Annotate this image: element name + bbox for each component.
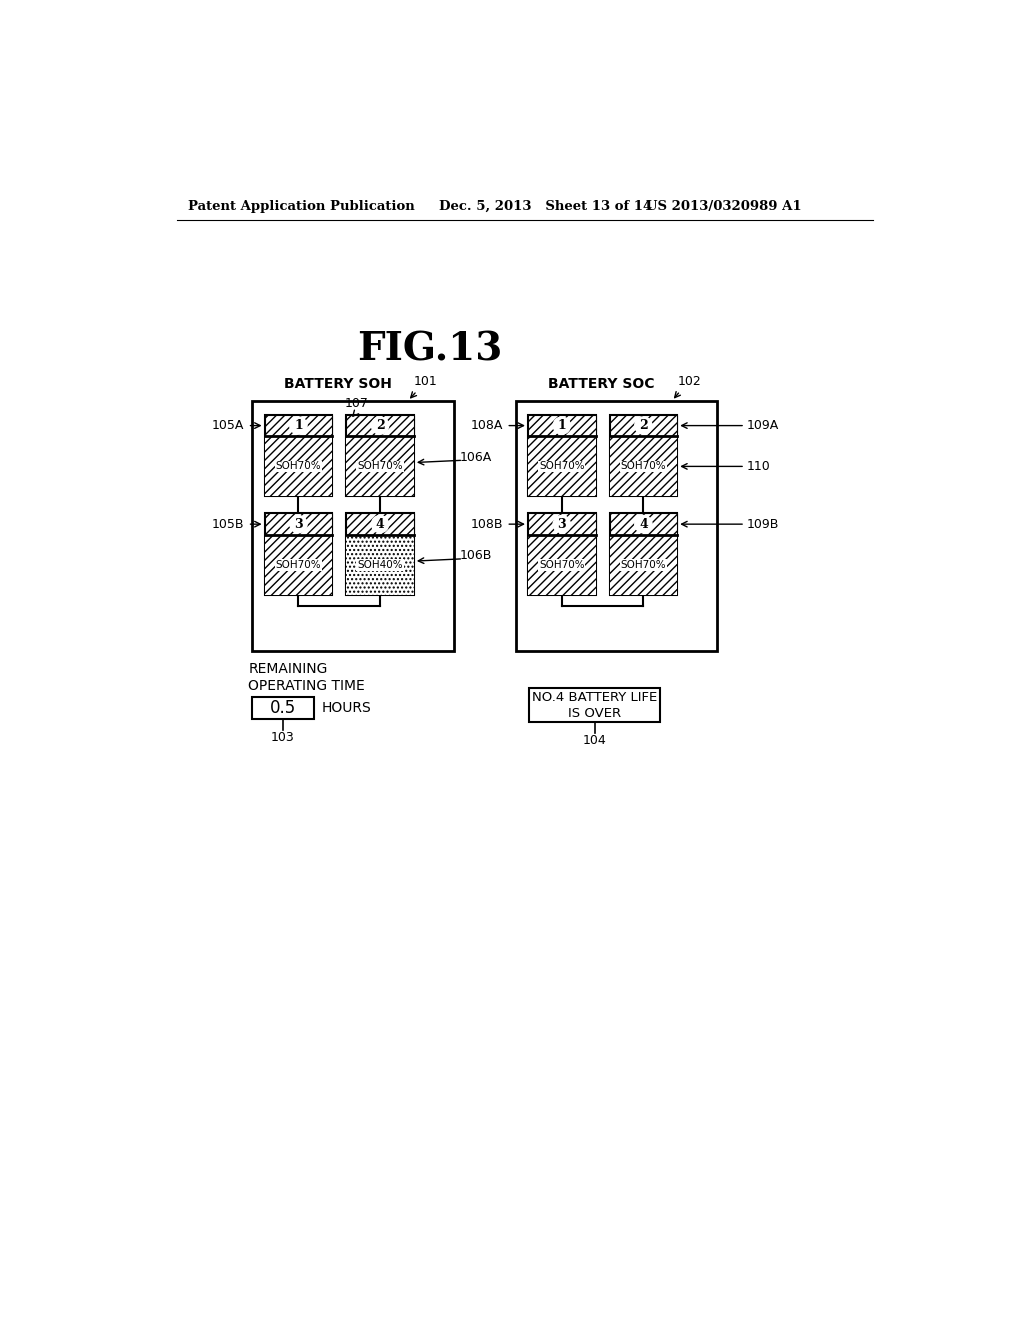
Bar [264, 437, 333, 496]
Text: 4: 4 [639, 517, 648, 531]
Text: 106B: 106B [460, 549, 493, 562]
Circle shape [635, 516, 652, 533]
Bar [346, 414, 414, 496]
Text: 105A: 105A [212, 418, 245, 432]
Text: 102: 102 [677, 375, 701, 388]
Bar [346, 513, 414, 595]
Bar [346, 414, 414, 437]
Circle shape [635, 417, 652, 434]
Bar [252, 697, 313, 719]
Bar [346, 535, 414, 595]
Text: 108A: 108A [471, 418, 503, 432]
Text: 109B: 109B [746, 517, 779, 531]
Text: 103: 103 [271, 731, 295, 744]
Text: SOH70%: SOH70% [621, 560, 667, 570]
Text: 108B: 108B [471, 517, 503, 531]
Circle shape [290, 516, 307, 533]
Bar [264, 513, 333, 595]
Text: Dec. 5, 2013   Sheet 13 of 14: Dec. 5, 2013 Sheet 13 of 14 [438, 199, 652, 213]
Text: NO.4 BATTERY LIFE
IS OVER: NO.4 BATTERY LIFE IS OVER [532, 690, 657, 719]
Bar [528, 437, 596, 496]
Text: 2: 2 [639, 418, 648, 432]
Bar [528, 513, 596, 535]
Text: 2: 2 [376, 418, 384, 432]
Bar [528, 414, 596, 437]
Bar [346, 513, 414, 535]
Bar [609, 535, 677, 595]
Text: SOH70%: SOH70% [275, 560, 322, 570]
Text: Patent Application Publication: Patent Application Publication [188, 199, 415, 213]
Bar [609, 437, 677, 496]
Bar [609, 414, 677, 437]
Text: 0.5: 0.5 [270, 700, 296, 717]
Circle shape [372, 417, 389, 434]
Text: US 2013/0320989 A1: US 2013/0320989 A1 [646, 199, 802, 213]
Text: 110: 110 [746, 459, 770, 473]
Bar [264, 414, 333, 496]
Bar [529, 688, 660, 722]
Text: SOH70%: SOH70% [275, 462, 322, 471]
Text: 4: 4 [376, 517, 384, 531]
Text: 1: 1 [557, 418, 566, 432]
Circle shape [553, 516, 570, 533]
Text: 1: 1 [294, 418, 303, 432]
Bar [252, 401, 454, 651]
Bar [528, 414, 596, 496]
Text: SOH70%: SOH70% [621, 462, 667, 471]
Text: REMAINING
OPERATING TIME: REMAINING OPERATING TIME [249, 663, 366, 693]
Bar [609, 513, 677, 535]
Text: SOH40%: SOH40% [357, 560, 402, 570]
Text: BATTERY SOC: BATTERY SOC [548, 378, 654, 391]
Text: 3: 3 [294, 517, 303, 531]
Bar [528, 513, 596, 595]
Circle shape [290, 417, 307, 434]
Text: BATTERY SOH: BATTERY SOH [284, 378, 391, 391]
Text: 3: 3 [557, 517, 566, 531]
Text: 105B: 105B [212, 517, 245, 531]
Text: SOH70%: SOH70% [357, 462, 402, 471]
Text: SOH70%: SOH70% [539, 560, 585, 570]
Text: 106A: 106A [460, 450, 493, 463]
Bar [346, 437, 414, 496]
Bar [609, 414, 677, 496]
Bar [515, 401, 717, 651]
Text: FIG.13: FIG.13 [356, 330, 502, 368]
Bar [609, 513, 677, 595]
Text: SOH70%: SOH70% [539, 462, 585, 471]
Text: 101: 101 [414, 375, 437, 388]
Bar [264, 414, 333, 437]
Circle shape [553, 417, 570, 434]
Bar [264, 535, 333, 595]
Text: HOURS: HOURS [322, 701, 372, 715]
Text: 109A: 109A [746, 418, 779, 432]
Bar [528, 535, 596, 595]
Text: 104: 104 [583, 734, 607, 747]
Circle shape [372, 516, 389, 533]
Bar [264, 513, 333, 535]
Text: 107: 107 [345, 397, 369, 411]
